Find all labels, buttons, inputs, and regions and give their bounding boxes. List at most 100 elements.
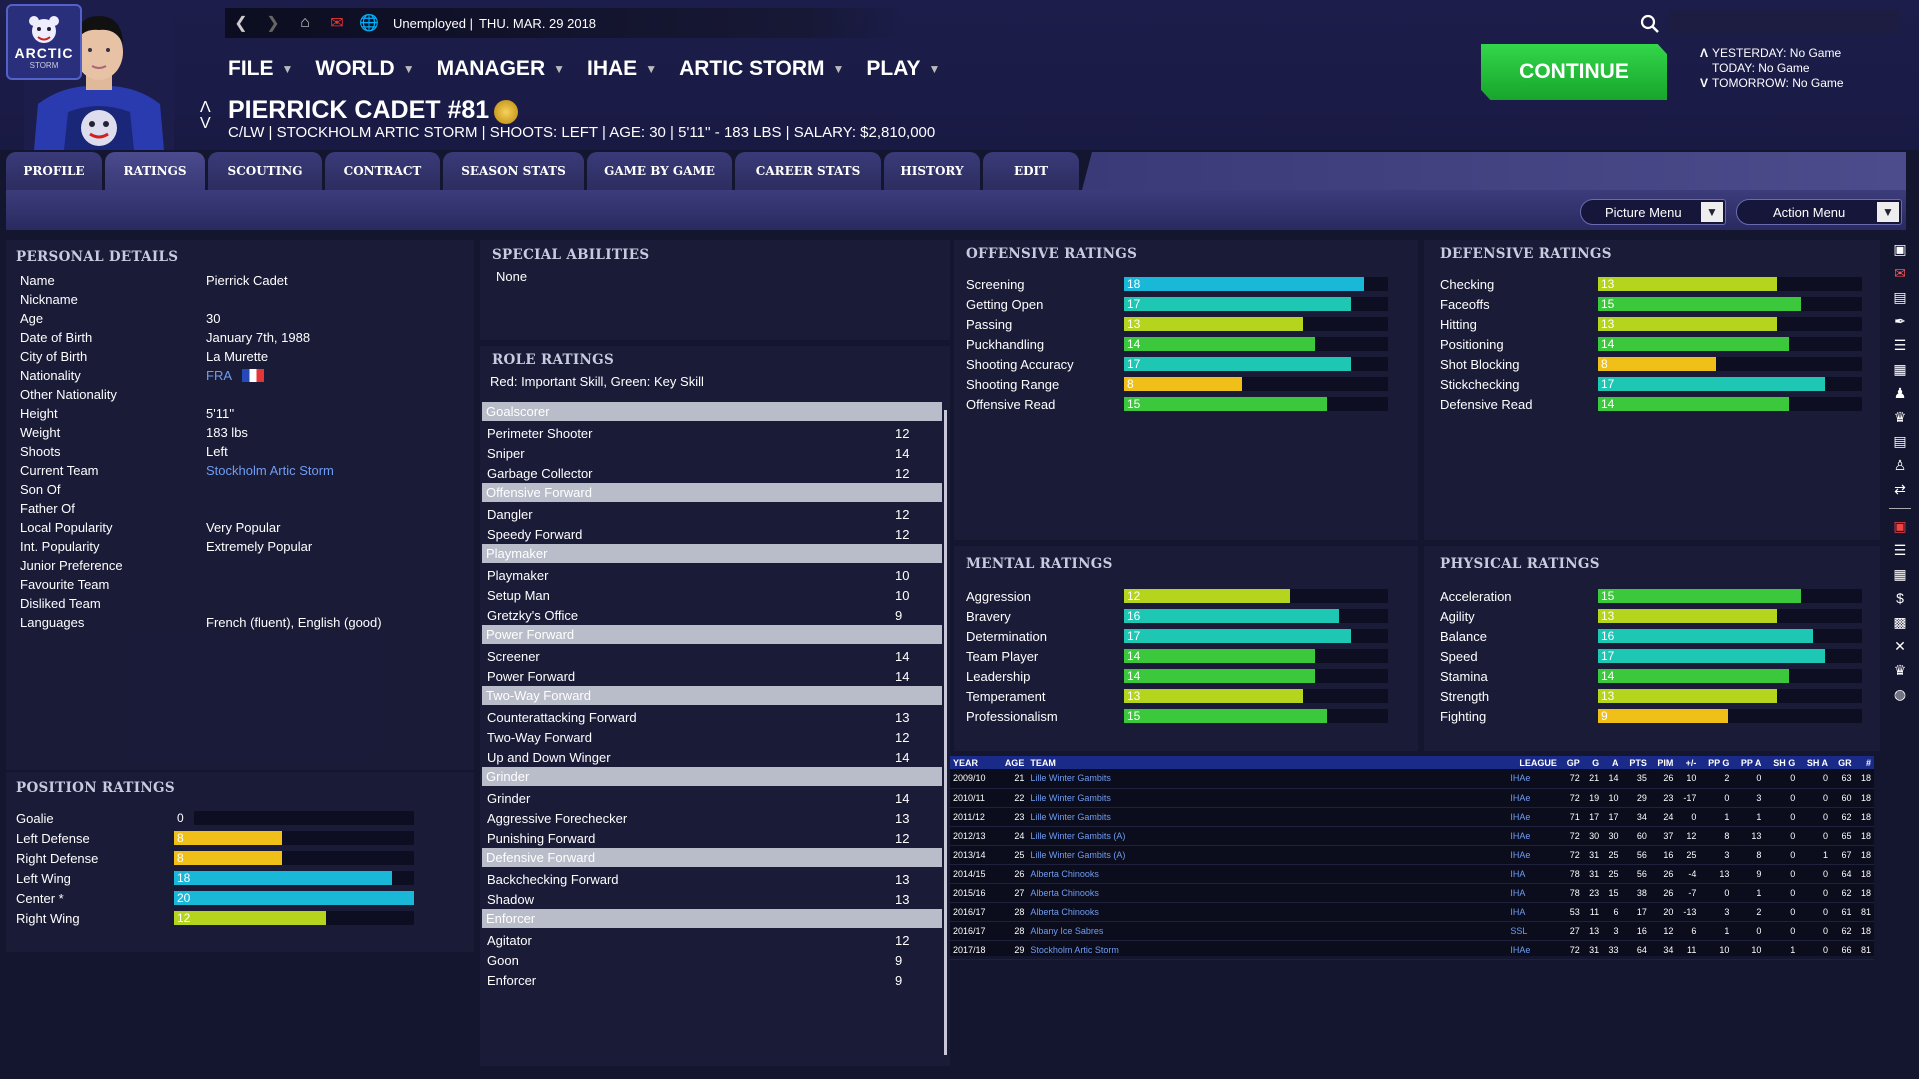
- team-logo[interactable]: ARCTIC STORM: [6, 4, 82, 80]
- award-icon[interactable]: ♛: [1893, 661, 1907, 678]
- team-icon[interactable]: ▣: [1893, 240, 1907, 257]
- tab-ratings[interactable]: RATINGS: [105, 152, 205, 190]
- history-cell[interactable]: Alberta Chinooks: [1027, 864, 1508, 884]
- history-header[interactable]: SH G: [1764, 756, 1799, 769]
- history-cell[interactable]: SSL: [1507, 921, 1560, 941]
- history-cell[interactable]: Lille Winter Gambits: [1027, 788, 1508, 808]
- table-row: 2013/14 25 Lille Winter Gambits (A) IHAe 72 3…: [950, 845, 1874, 865]
- tab-game-by-game[interactable]: GAME BY GAME: [587, 152, 732, 190]
- report-icon[interactable]: ▤: [1893, 432, 1907, 449]
- history-cell[interactable]: Alberta Chinooks: [1027, 902, 1508, 922]
- tab-scouting[interactable]: SCOUTING: [208, 152, 322, 190]
- history-cell[interactable]: Lille Winter Gambits: [1027, 769, 1508, 789]
- trade-icon[interactable]: ⇄: [1894, 480, 1906, 497]
- picture-menu-button[interactable]: Picture Menu ▼: [1580, 199, 1726, 225]
- draft-icon[interactable]: ◍: [1893, 685, 1907, 702]
- history-cell[interactable]: Albany Ice Sabres: [1027, 921, 1508, 941]
- sticks-icon[interactable]: ✕: [1894, 637, 1906, 654]
- history-header[interactable]: G: [1582, 756, 1603, 769]
- history-header[interactable]: SH A: [1798, 756, 1832, 769]
- history-header[interactable]: AGE: [996, 756, 1028, 769]
- history-header[interactable]: TEAM: [1027, 756, 1508, 769]
- history-header[interactable]: LEAGUE: [1507, 756, 1560, 769]
- clipboard-icon[interactable]: ▤: [1893, 288, 1907, 305]
- stats-icon[interactable]: ▩: [1893, 613, 1907, 630]
- tab-history[interactable]: HISTORY: [884, 152, 980, 190]
- tab-profile[interactable]: PROFILE: [6, 152, 102, 190]
- history-header[interactable]: GR: [1831, 756, 1855, 769]
- action-menu-button[interactable]: Action Menu ▼: [1736, 199, 1902, 225]
- history-header[interactable]: PIM: [1649, 756, 1677, 769]
- position-rating-row: Right Wing 12: [16, 908, 466, 928]
- nav-artic-storm[interactable]: ARTIC STORM ▼: [679, 57, 845, 80]
- history-header[interactable]: #: [1854, 756, 1874, 769]
- lines-icon[interactable]: ☰: [1893, 336, 1907, 353]
- nav-manager[interactable]: MANAGER ▼: [436, 57, 565, 80]
- history-header[interactable]: A: [1602, 756, 1622, 769]
- history-header[interactable]: PP A: [1732, 756, 1765, 769]
- nav-file[interactable]: FILE ▼: [228, 57, 294, 80]
- tab-contract[interactable]: CONTRACT: [325, 152, 440, 190]
- history-cell[interactable]: IHAe: [1507, 788, 1560, 808]
- nav-play[interactable]: PLAY ▼: [866, 57, 941, 80]
- history-cell[interactable]: IHAe: [1507, 845, 1560, 865]
- board-icon[interactable]: ▦: [1893, 360, 1907, 377]
- role-value: 9: [895, 607, 903, 623]
- personal-row: Current Team Stockholm Artic Storm: [16, 461, 466, 480]
- forward-arrow-icon[interactable]: ❯: [266, 15, 280, 32]
- nav-world[interactable]: WORLD ▼: [315, 57, 415, 80]
- nav-ihae[interactable]: IHAE ▼: [587, 57, 658, 80]
- finance-user-icon[interactable]: ♙: [1893, 456, 1907, 473]
- mail-icon[interactable]: ✉: [330, 15, 344, 32]
- personal-value[interactable]: FRA: [206, 368, 232, 383]
- schedule-tomorrow[interactable]: V TOMORROW: No Game: [1700, 76, 1844, 90]
- inbox-icon[interactable]: ✉: [1894, 264, 1906, 281]
- trophy-icon[interactable]: ♛: [1893, 408, 1907, 425]
- history-cell[interactable]: Lille Winter Gambits: [1027, 807, 1508, 827]
- search-input[interactable]: [1670, 10, 1900, 34]
- staff-icon[interactable]: ♟: [1893, 384, 1907, 401]
- history-cell[interactable]: Stockholm Artic Storm: [1027, 940, 1508, 960]
- history-cell[interactable]: IHAe: [1507, 769, 1560, 789]
- history-header[interactable]: GP: [1559, 756, 1583, 769]
- dollar-icon[interactable]: $: [1896, 590, 1904, 606]
- tab-career-stats[interactable]: CAREER STATS: [735, 152, 881, 190]
- personal-value[interactable]: Stockholm Artic Storm: [206, 463, 334, 478]
- back-arrow-icon[interactable]: ❮: [234, 15, 248, 32]
- history-cell[interactable]: IHA: [1507, 883, 1560, 903]
- history-header[interactable]: +/-: [1676, 756, 1700, 769]
- role-value: 13: [895, 709, 910, 725]
- history-cell: 2: [1732, 902, 1765, 922]
- tactics-icon[interactable]: ✒: [1894, 312, 1906, 329]
- rating-bar: [1144, 357, 1351, 371]
- history-cell[interactable]: Alberta Chinooks: [1027, 883, 1508, 903]
- schedule-today[interactable]: TODAY: No Game: [1712, 61, 1810, 75]
- history-cell[interactable]: IHAe: [1507, 940, 1560, 960]
- league-icon[interactable]: ▣: [1893, 517, 1907, 534]
- history-header[interactable]: PTS: [1621, 756, 1650, 769]
- home-icon[interactable]: ⌂: [300, 14, 310, 31]
- standings-icon[interactable]: ☰: [1893, 541, 1907, 558]
- tab-season-stats[interactable]: SEASON STATS: [443, 152, 584, 190]
- role-row: Shadow 13: [482, 889, 942, 909]
- history-header[interactable]: PP G: [1699, 756, 1733, 769]
- history-cell[interactable]: IHAe: [1507, 826, 1560, 846]
- history-cell[interactable]: Lille Winter Gambits (A): [1027, 845, 1508, 865]
- search-icon[interactable]: [1638, 12, 1662, 36]
- history-cell[interactable]: IHAe: [1507, 807, 1560, 827]
- position-bar: [194, 891, 414, 905]
- tab-edit[interactable]: EDIT: [983, 152, 1079, 190]
- history-header[interactable]: YEAR: [950, 756, 997, 769]
- rating-label: Speed: [1440, 648, 1478, 664]
- history-cell[interactable]: IHA: [1507, 864, 1560, 884]
- schedule-icon[interactable]: ▦: [1893, 565, 1907, 582]
- history-cell[interactable]: Lille Winter Gambits (A): [1027, 826, 1508, 846]
- schedule-yesterday[interactable]: Λ YESTERDAY: No Game: [1700, 46, 1842, 60]
- position-label: Center *: [16, 890, 64, 906]
- history-cell[interactable]: IHA: [1507, 902, 1560, 922]
- globe-icon[interactable]: 🌐: [359, 15, 379, 32]
- role-scrollbar[interactable]: [944, 410, 947, 1055]
- continue-button[interactable]: CONTINUE: [1481, 44, 1667, 100]
- role-value: 12: [895, 465, 910, 481]
